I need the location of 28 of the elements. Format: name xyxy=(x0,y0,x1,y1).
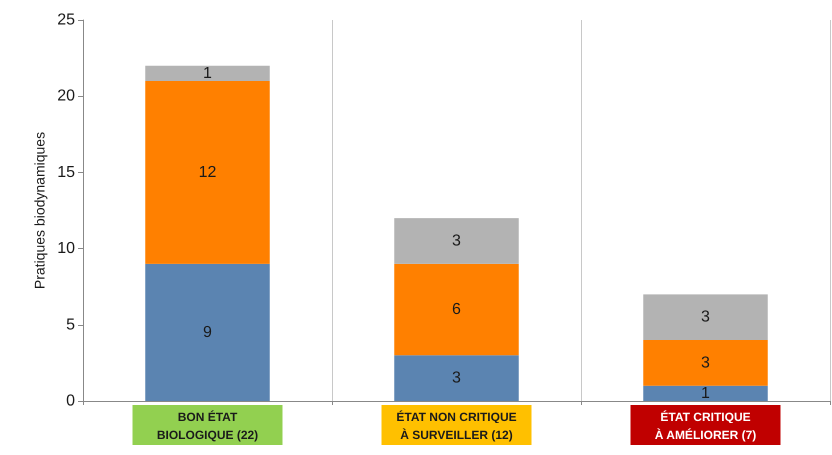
y-tick-label: 5 xyxy=(66,316,76,334)
y-tick-label: 10 xyxy=(57,240,76,258)
data-label: 3 xyxy=(701,308,710,326)
bar xyxy=(394,218,519,264)
data-label: 1 xyxy=(701,384,710,402)
data-label: 3 xyxy=(701,354,710,372)
y-tick-label: 15 xyxy=(57,164,76,181)
y-tick-label: 25 xyxy=(57,12,76,28)
x-tick-label: ÉTAT CRITIQUE À AMÉLIORER (7) xyxy=(654,410,756,442)
bar xyxy=(145,80,270,264)
data-label: 3 xyxy=(452,232,462,250)
bar xyxy=(643,386,768,401)
y-tick-label: 20 xyxy=(57,88,76,105)
bar xyxy=(145,264,270,401)
x-tick-label: ÉTAT NON CRITIQUE À SURVEILLER (12) xyxy=(396,410,517,442)
y-tick-label: 0 xyxy=(66,392,76,410)
data-label: 6 xyxy=(452,301,462,318)
data-label: 12 xyxy=(198,164,216,181)
bar xyxy=(643,294,768,340)
y-axis-title: Pratiques biodynamiques xyxy=(31,132,48,290)
bar xyxy=(145,66,270,81)
data-label: 9 xyxy=(203,324,212,341)
x-tick-label: BON ÉTAT BIOLOGIQUE (22) xyxy=(156,410,258,442)
data-label: 1 xyxy=(203,64,212,82)
bar xyxy=(394,355,519,401)
bar xyxy=(394,264,519,356)
data-label: 3 xyxy=(452,370,462,387)
bar xyxy=(643,340,768,386)
